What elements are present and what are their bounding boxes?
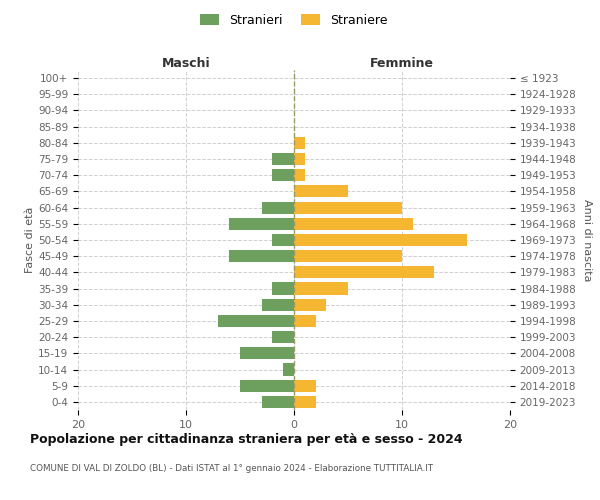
Bar (294, 266, 434, 278)
Bar (229, 250, 294, 262)
Bar (294, 282, 348, 294)
Bar (294, 153, 305, 165)
Text: Maschi: Maschi (161, 57, 211, 70)
Bar (240, 348, 294, 360)
Bar (272, 153, 294, 165)
Bar (294, 202, 402, 213)
Bar (294, 169, 305, 181)
Y-axis label: Anni di nascita: Anni di nascita (582, 198, 592, 281)
Bar (272, 331, 294, 343)
Bar (262, 298, 294, 311)
Bar (294, 380, 316, 392)
Bar (294, 234, 467, 246)
Bar (272, 282, 294, 294)
Text: COMUNE DI VAL DI ZOLDO (BL) - Dati ISTAT al 1° gennaio 2024 - Elaborazione TUTTI: COMUNE DI VAL DI ZOLDO (BL) - Dati ISTAT… (30, 464, 433, 473)
Bar (294, 298, 326, 311)
Bar (294, 315, 316, 327)
Bar (294, 396, 316, 408)
Y-axis label: Fasce di età: Fasce di età (25, 207, 35, 273)
Bar (272, 234, 294, 246)
Bar (229, 218, 294, 230)
Bar (272, 169, 294, 181)
Text: Femmine: Femmine (370, 57, 434, 70)
Bar (262, 202, 294, 213)
Bar (294, 186, 348, 198)
Bar (240, 380, 294, 392)
Bar (218, 315, 294, 327)
Legend: Stranieri, Straniere: Stranieri, Straniere (196, 8, 392, 32)
Text: Popolazione per cittadinanza straniera per età e sesso - 2024: Popolazione per cittadinanza straniera p… (30, 432, 463, 446)
Bar (262, 396, 294, 408)
Bar (294, 137, 305, 149)
Bar (294, 218, 413, 230)
Bar (294, 250, 402, 262)
Bar (283, 364, 294, 376)
